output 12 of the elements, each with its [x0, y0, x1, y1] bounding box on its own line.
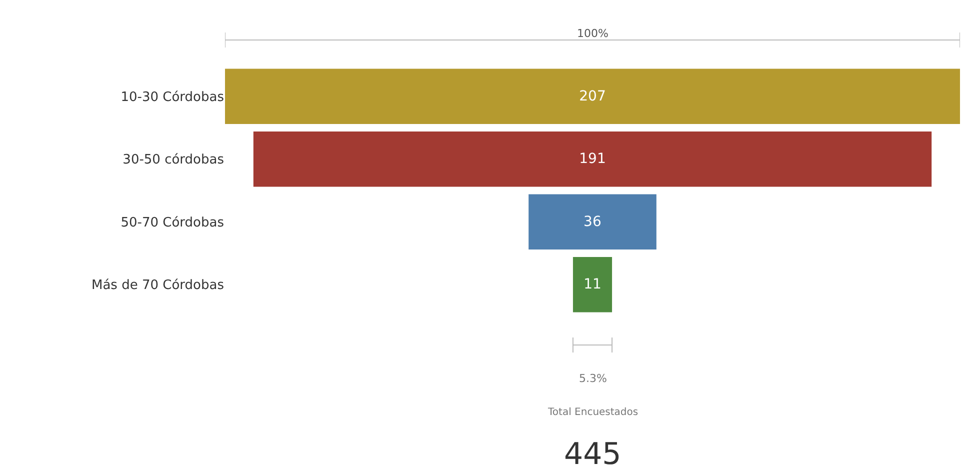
text: Total Encuestados [547, 407, 638, 418]
data-label: 207 [579, 88, 606, 104]
text: 5.3% [579, 372, 607, 385]
category-label: 30-50 córdobas [122, 152, 224, 168]
data-label: 191 [579, 151, 606, 168]
data-label: 11 [584, 276, 602, 293]
category-label: 50-70 Córdobas [120, 215, 224, 230]
text: 445 [564, 437, 622, 466]
category-label: 10-30 Córdobas [120, 90, 224, 105]
text: 100% [577, 27, 608, 40]
data-label: 36 [584, 214, 602, 230]
category-label: Más de 70 Córdobas [92, 278, 224, 294]
